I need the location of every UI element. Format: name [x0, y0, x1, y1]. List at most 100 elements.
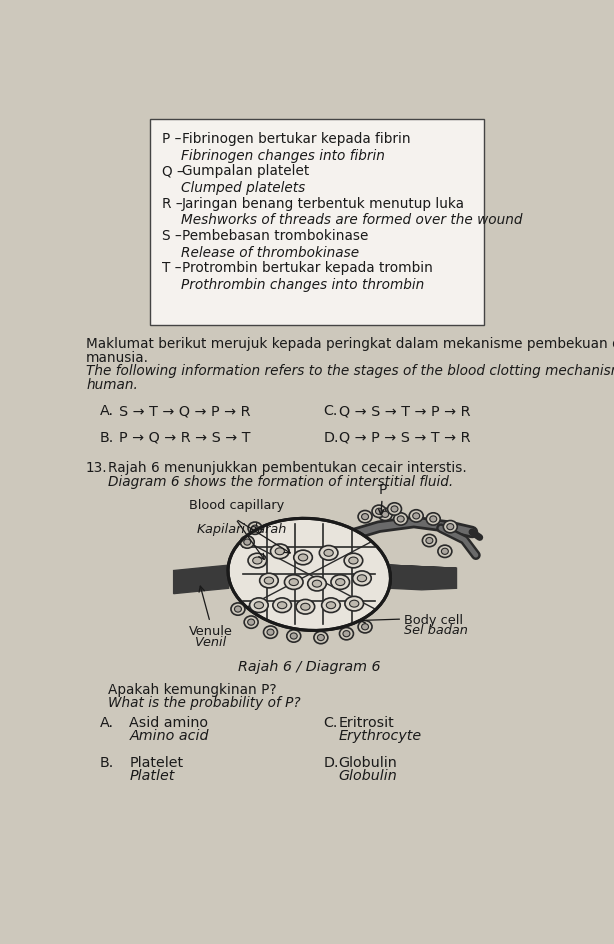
Ellipse shape [362, 624, 368, 631]
Polygon shape [174, 565, 228, 594]
Ellipse shape [378, 509, 392, 521]
Text: Apakah kemungkinan P?: Apakah kemungkinan P? [107, 683, 276, 697]
Ellipse shape [441, 548, 448, 555]
Ellipse shape [273, 598, 292, 613]
Text: The following information refers to the stages of the blood clotting mechanisms : The following information refers to the … [86, 364, 614, 378]
Text: Prothrombin changes into thrombin: Prothrombin changes into thrombin [181, 278, 425, 292]
Ellipse shape [289, 579, 298, 586]
Ellipse shape [290, 633, 297, 639]
Text: Rajah 6 menunjukkan pembentukan cecair interstis.: Rajah 6 menunjukkan pembentukan cecair i… [107, 461, 467, 475]
Ellipse shape [324, 549, 333, 557]
Ellipse shape [391, 506, 398, 513]
Ellipse shape [409, 510, 423, 522]
Text: Protrombin bertukar kepada trombin: Protrombin bertukar kepada trombin [182, 261, 433, 275]
Text: manusia.: manusia. [86, 350, 149, 364]
Ellipse shape [271, 545, 289, 559]
Ellipse shape [252, 526, 258, 531]
Ellipse shape [264, 578, 274, 584]
Text: P –: P – [162, 132, 186, 145]
Ellipse shape [438, 546, 452, 558]
Ellipse shape [278, 602, 287, 609]
Ellipse shape [394, 514, 408, 526]
Ellipse shape [267, 630, 274, 635]
Text: Release of thrombokinase: Release of thrombokinase [181, 245, 360, 260]
Ellipse shape [228, 519, 391, 631]
Text: Pembebasan trombokinase: Pembebasan trombokinase [182, 228, 368, 243]
Text: Erythrocyte: Erythrocyte [339, 729, 422, 743]
Ellipse shape [358, 511, 372, 523]
Ellipse shape [313, 581, 322, 587]
Text: Maklumat berikut merujuk kepada peringkat dalam mekanisme pembekuan darah: Maklumat berikut merujuk kepada peringka… [86, 336, 614, 350]
Ellipse shape [345, 597, 363, 612]
Text: Meshworks of threads are formed over the wound: Meshworks of threads are formed over the… [181, 213, 523, 228]
Text: C.: C. [323, 715, 338, 729]
Text: Fibrinogen bertukar kepada fibrin: Fibrinogen bertukar kepada fibrin [182, 132, 411, 145]
Text: Platlet: Platlet [130, 768, 175, 783]
Ellipse shape [344, 553, 363, 568]
Text: C.: C. [323, 404, 338, 418]
Ellipse shape [387, 503, 402, 515]
Text: Clumped platelets: Clumped platelets [181, 181, 306, 195]
Ellipse shape [231, 603, 245, 615]
Ellipse shape [336, 579, 345, 586]
Text: Diagram 6 shows the formation of interstitial fluid.: Diagram 6 shows the formation of interst… [107, 475, 453, 489]
Ellipse shape [352, 571, 371, 586]
Ellipse shape [362, 514, 368, 520]
Ellipse shape [357, 575, 367, 582]
Ellipse shape [248, 553, 266, 568]
Ellipse shape [260, 574, 278, 588]
Text: Asid amino: Asid amino [130, 715, 208, 729]
Text: P → Q → R → S → T: P → Q → R → S → T [119, 430, 251, 445]
Ellipse shape [254, 602, 263, 609]
Ellipse shape [314, 632, 328, 644]
Text: Fibrinogen changes into fibrin: Fibrinogen changes into fibrin [181, 148, 385, 162]
Bar [150, 120, 484, 326]
Ellipse shape [358, 621, 372, 633]
Ellipse shape [413, 514, 420, 519]
Ellipse shape [382, 512, 389, 518]
Text: Sel badan: Sel badan [404, 623, 468, 636]
Text: A.: A. [100, 715, 114, 729]
Ellipse shape [247, 619, 255, 626]
Ellipse shape [293, 550, 313, 565]
Text: Rajah 6 / Diagram 6: Rajah 6 / Diagram 6 [238, 660, 381, 673]
Ellipse shape [443, 521, 457, 533]
Text: human.: human. [86, 378, 138, 392]
Ellipse shape [340, 628, 354, 640]
Ellipse shape [343, 631, 350, 637]
Ellipse shape [263, 626, 278, 639]
Ellipse shape [426, 514, 440, 526]
Text: What is the probability of P?: What is the probability of P? [107, 696, 300, 710]
Text: Venule: Venule [189, 625, 233, 638]
Text: Platelet: Platelet [130, 755, 184, 768]
Ellipse shape [317, 634, 324, 641]
Ellipse shape [244, 616, 258, 629]
Ellipse shape [372, 506, 386, 518]
Text: Q –: Q – [162, 164, 188, 178]
Ellipse shape [244, 539, 251, 546]
Text: Amino acid: Amino acid [130, 729, 209, 743]
Ellipse shape [275, 548, 284, 555]
Text: 13.: 13. [86, 461, 107, 475]
Text: S –: S – [162, 228, 186, 243]
Text: D.: D. [323, 430, 339, 445]
Text: T –: T – [162, 261, 186, 275]
Ellipse shape [349, 558, 358, 565]
Text: Globulin: Globulin [339, 768, 397, 783]
Ellipse shape [298, 554, 308, 562]
Ellipse shape [331, 575, 349, 590]
Ellipse shape [326, 602, 336, 609]
Text: Body cell: Body cell [404, 614, 463, 626]
Ellipse shape [287, 631, 301, 643]
Ellipse shape [301, 603, 310, 611]
Text: B.: B. [100, 430, 114, 445]
Text: R –: R – [162, 196, 187, 211]
Text: Gumpalan platelet: Gumpalan platelet [182, 164, 309, 178]
Text: B.: B. [100, 755, 114, 768]
Ellipse shape [397, 516, 404, 522]
Ellipse shape [284, 575, 303, 590]
Ellipse shape [422, 535, 437, 548]
Ellipse shape [249, 598, 268, 613]
Text: Jaringan benang terbentuk menutup luka: Jaringan benang terbentuk menutup luka [182, 196, 465, 211]
Text: S → T → Q → P → R: S → T → Q → P → R [119, 404, 251, 418]
